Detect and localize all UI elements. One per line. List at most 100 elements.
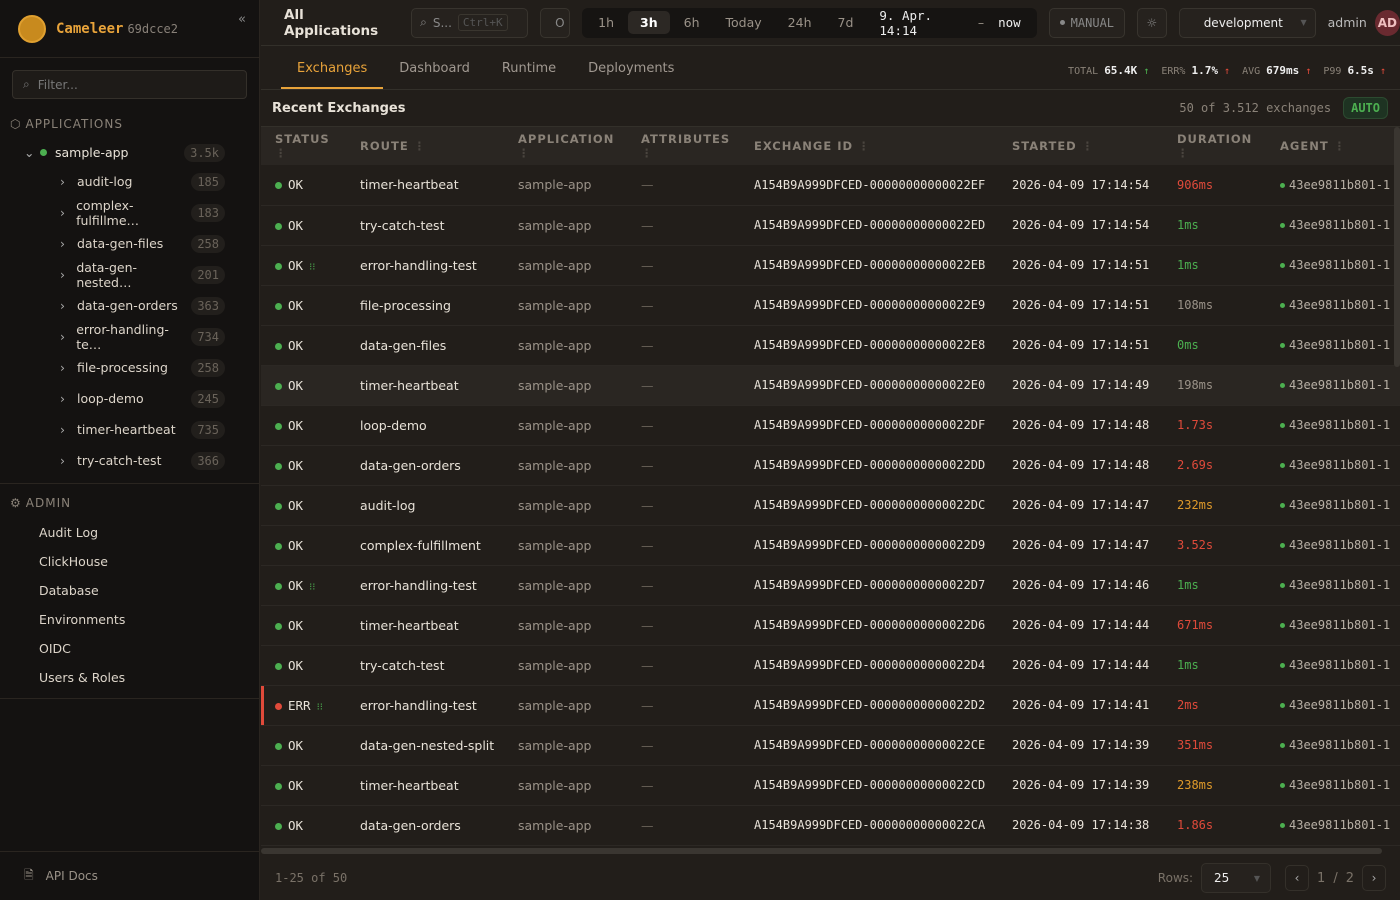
search-button[interactable]: ⌕ S... Ctrl+K	[411, 7, 529, 38]
agent[interactable]: 43ee9811b801-1	[1289, 498, 1391, 512]
table-row[interactable]: OK file-processing sample-app — A154B9A9…	[261, 285, 1400, 326]
table-row[interactable]: OK data-gen-orders sample-app — A154B9A9…	[261, 445, 1400, 486]
sort-icon: ⋮	[858, 139, 871, 153]
attributes: —	[627, 805, 740, 846]
agent-status-dot	[1280, 463, 1285, 468]
prev-page-button[interactable]: ‹	[1285, 865, 1310, 891]
filter-input[interactable]: ⌕ Filter...	[12, 70, 247, 99]
application: sample-app	[504, 805, 627, 846]
sidebar-admin-item[interactable]: Users & Roles	[39, 670, 126, 685]
vertical-scrollbar[interactable]	[1394, 127, 1400, 367]
table-row[interactable]: ERR ⁝⁝ error-handling-test sample-app — A…	[261, 685, 1400, 726]
agent[interactable]: 43ee9811b801-1	[1289, 258, 1391, 272]
table-row[interactable]: OK try-catch-test sample-app — A154B9A99…	[261, 205, 1400, 246]
table-row[interactable]: OK timer-heartbeat sample-app — A154B9A9…	[261, 165, 1400, 206]
range-to[interactable]: now	[998, 15, 1021, 30]
duration: 1ms	[1163, 645, 1266, 686]
sidebar-route-item[interactable]: › audit-log 185	[0, 166, 259, 197]
sort-icon: ⋮	[641, 146, 654, 160]
agent[interactable]: 43ee9811b801-1	[1289, 298, 1391, 312]
duration: 232ms	[1163, 485, 1266, 526]
column-header[interactable]: DURATION ⋮	[1163, 127, 1266, 165]
agent[interactable]: 43ee9811b801-1	[1289, 378, 1391, 392]
table-row[interactable]: OK timer-heartbeat sample-app — A154B9A9…	[261, 605, 1400, 646]
sidebar-admin-item[interactable]: Audit Log	[39, 525, 99, 540]
sidebar-admin-item[interactable]: Database	[39, 583, 99, 598]
status-button[interactable]: O	[540, 7, 571, 38]
sidebar-route-item[interactable]: › data-gen-orders 363	[0, 290, 259, 321]
table-row[interactable]: OK timer-heartbeat sample-app — A154B9A9…	[261, 365, 1400, 406]
duration: 1ms	[1163, 205, 1266, 246]
agent[interactable]: 43ee9811b801-1	[1289, 618, 1391, 632]
table-row[interactable]: OK complex-fulfillment sample-app — A154…	[261, 525, 1400, 566]
table-row[interactable]: OK timer-heartbeat sample-app — A154B9A9…	[261, 765, 1400, 806]
sidebar-route-item[interactable]: › file-processing 258	[0, 352, 259, 383]
sidebar-app-sample-app[interactable]: ⌄ sample-app 3.5k	[0, 139, 259, 166]
sidebar-route-item[interactable]: › data-gen-files 258	[0, 228, 259, 259]
search-icon: ⌕	[420, 15, 427, 29]
status: OK	[288, 297, 304, 313]
range-from[interactable]: 9. Apr. 14:14	[879, 7, 933, 38]
sidebar-admin-item[interactable]: OIDC	[39, 641, 71, 656]
tab-exchanges[interactable]: Exchanges	[281, 61, 384, 89]
collapse-sidebar-icon[interactable]: «	[238, 12, 246, 27]
auto-refresh-toggle[interactable]: AUTO	[1343, 97, 1388, 119]
started: 2026-04-09 17:14:51	[998, 285, 1163, 326]
agent[interactable]: 43ee9811b801-1	[1289, 818, 1391, 832]
sidebar-route-item[interactable]: › timer-heartbeat 735	[0, 414, 259, 445]
column-header[interactable]: ATTRIBUTES ⋮	[627, 127, 740, 165]
range-option[interactable]: Today	[725, 15, 762, 30]
next-page-button[interactable]: ›	[1362, 865, 1386, 891]
agent[interactable]: 43ee9811b801-1	[1289, 538, 1391, 552]
avatar[interactable]: AD	[1374, 9, 1400, 36]
column-header[interactable]: AGENT ⋮	[1266, 127, 1400, 165]
manual-refresh-button[interactable]: MANUAL	[1048, 7, 1126, 38]
chevron-down-icon: ▼	[1300, 18, 1307, 27]
range-option[interactable]: 1h	[598, 15, 615, 30]
agent[interactable]: 43ee9811b801-1	[1289, 778, 1391, 792]
sidebar-route-item[interactable]: › data-gen-nested… 201	[0, 259, 259, 290]
rows-per-page-select[interactable]: 25 ▼	[1201, 863, 1272, 893]
table-row[interactable]: OK ⁝⁝ error-handling-test sample-app — A1…	[261, 565, 1400, 606]
horizontal-scrollbar[interactable]	[261, 848, 1382, 854]
agent[interactable]: 43ee9811b801-1	[1289, 218, 1391, 232]
sidebar-route-item[interactable]: › try-catch-test 366	[0, 445, 259, 476]
agent[interactable]: 43ee9811b801-1	[1289, 578, 1391, 592]
agent[interactable]: 43ee9811b801-1	[1289, 698, 1391, 712]
current-page: 1	[1317, 870, 1326, 886]
environment-select[interactable]: development ▼	[1178, 7, 1316, 38]
table-row[interactable]: OK loop-demo sample-app — A154B9A999DFCE…	[261, 405, 1400, 446]
range-option[interactable]: 7d	[837, 15, 854, 30]
table-row[interactable]: OK ⁝⁝ error-handling-test sample-app — A1…	[261, 245, 1400, 286]
tab-deployments[interactable]: Deployments	[588, 61, 675, 76]
range-option[interactable]: 3h	[628, 11, 670, 34]
theme-toggle[interactable]: ☼	[1137, 7, 1167, 38]
column-header[interactable]: APPLICATION ⋮	[504, 127, 627, 165]
agent[interactable]: 43ee9811b801-1	[1289, 658, 1391, 672]
tab-runtime[interactable]: Runtime	[501, 61, 557, 76]
table-row[interactable]: OK data-gen-nested-split sample-app — A1…	[261, 725, 1400, 766]
sidebar-route-item[interactable]: › complex-fulfillme… 183	[0, 197, 259, 228]
chevron-right-icon: ›	[60, 236, 65, 251]
agent[interactable]: 43ee9811b801-1	[1289, 177, 1391, 192]
sidebar-admin-item[interactable]: Environments	[39, 612, 126, 627]
sidebar-route-item[interactable]: › loop-demo 245	[0, 383, 259, 414]
sidebar-route-item[interactable]: › error-handling-te… 734	[0, 321, 259, 352]
range-option[interactable]: 6h	[683, 15, 700, 30]
agent[interactable]: 43ee9811b801-1	[1289, 418, 1391, 432]
agent[interactable]: 43ee9811b801-1	[1289, 458, 1391, 472]
range-option[interactable]: 24h	[787, 15, 812, 30]
table-row[interactable]: OK try-catch-test sample-app — A154B9A99…	[261, 645, 1400, 686]
api-docs-link[interactable]: 🗎 API Docs	[0, 851, 260, 900]
agent[interactable]: 43ee9811b801-1	[1289, 338, 1391, 352]
table-row[interactable]: OK data-gen-files sample-app — A154B9A99…	[261, 325, 1400, 366]
column-header[interactable]: STATUS ⋮	[261, 127, 346, 165]
table-row[interactable]: OK data-gen-orders sample-app — A154B9A9…	[261, 805, 1400, 846]
column-header[interactable]: STARTED ⋮	[998, 127, 1163, 165]
agent[interactable]: 43ee9811b801-1	[1289, 738, 1391, 752]
table-row[interactable]: OK audit-log sample-app — A154B9A999DFCE…	[261, 485, 1400, 526]
sidebar-admin-item[interactable]: ClickHouse	[39, 554, 108, 569]
column-header[interactable]: EXCHANGE ID ⋮	[740, 127, 998, 165]
tab-dashboard[interactable]: Dashboard	[399, 61, 470, 76]
column-header[interactable]: ROUTE ⋮	[346, 127, 504, 165]
